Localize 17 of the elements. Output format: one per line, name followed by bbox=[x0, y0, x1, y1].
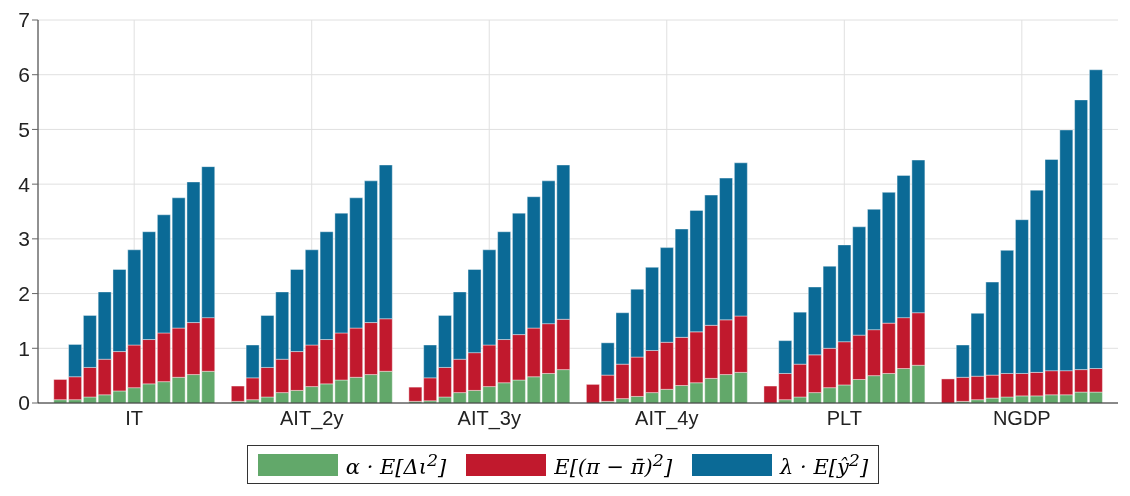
x-tick-label: AIT_2y bbox=[280, 407, 344, 431]
y-tick-label: 0 bbox=[18, 391, 30, 415]
y-tick-label: 5 bbox=[18, 117, 30, 141]
legend-label: λ · E[ŷ$^{2}$] bbox=[780, 450, 869, 479]
y-tick-label: 4 bbox=[18, 172, 31, 196]
x-tick-label: IT bbox=[125, 407, 144, 430]
x-tick-label: NGDP bbox=[992, 407, 1051, 430]
x-tick-label: AIT_4y bbox=[635, 407, 699, 431]
x-tick-label: AIT_3y bbox=[457, 407, 521, 431]
y-tick-label: 1 bbox=[18, 336, 30, 360]
legend-label: E[(π − π̄)$^{2}$] bbox=[554, 450, 673, 479]
y-tick-label: 2 bbox=[18, 282, 30, 306]
legend-label: α · E[Δι$^{2}$] bbox=[345, 450, 447, 479]
y-tick-label: 3 bbox=[18, 227, 30, 251]
y-tick-label: 7 bbox=[18, 8, 30, 32]
x-tick-label: PLT bbox=[826, 407, 862, 430]
y-tick-label: 6 bbox=[18, 63, 30, 87]
